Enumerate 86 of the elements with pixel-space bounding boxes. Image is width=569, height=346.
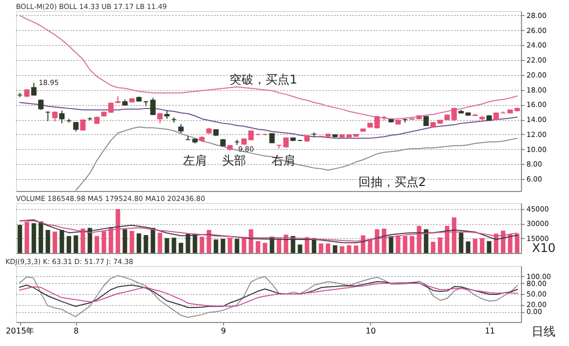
x-tick-label: 2015年: [6, 326, 34, 336]
bar: [382, 228, 386, 253]
bar: [332, 245, 338, 253]
bar: [144, 235, 148, 253]
bar: [206, 230, 212, 253]
bar: [60, 230, 64, 253]
annotation: 回抽，买点2: [358, 175, 426, 189]
line-series: [19, 275, 518, 318]
bar: [66, 236, 72, 253]
x-tick-label: 10: [366, 326, 376, 336]
bar: [186, 234, 190, 253]
bar: [262, 242, 268, 253]
bar: [374, 229, 380, 253]
bar: [402, 236, 408, 253]
annotation: 头部: [222, 153, 246, 168]
bar: [458, 232, 464, 253]
bar: [234, 238, 240, 253]
bar: [472, 238, 478, 253]
bar: [136, 233, 142, 253]
bar: [444, 226, 450, 253]
candlestick: [248, 130, 254, 141]
candlestick: [150, 97, 156, 116]
bar: [416, 226, 422, 253]
bar: [158, 232, 162, 253]
bar: [38, 222, 44, 253]
bar: [396, 235, 400, 253]
bar: [326, 243, 330, 253]
text: 日线: [532, 324, 556, 339]
x-tick-label: 9: [220, 326, 226, 336]
bar: [116, 208, 120, 253]
bar: [220, 238, 226, 253]
bar: [130, 230, 134, 253]
bar: [200, 236, 204, 253]
bar: [480, 238, 484, 253]
bar: [108, 227, 114, 253]
bar: [438, 237, 442, 253]
bar: [214, 239, 218, 253]
x-tick-label: 8: [74, 326, 79, 336]
bar: [248, 229, 254, 253]
candlestick: [31, 82, 37, 96]
line-series: [19, 14, 518, 120]
bar: [178, 242, 184, 253]
candlestick: [59, 110, 65, 124]
bar: [164, 238, 170, 253]
bar: [424, 229, 428, 253]
bar: [514, 234, 520, 253]
bar: [94, 236, 100, 253]
bar: [46, 230, 50, 253]
bar: [276, 238, 282, 253]
candlestick: [80, 119, 86, 132]
bar: [388, 236, 394, 253]
bar: [24, 222, 30, 253]
bar: [340, 246, 344, 253]
x-tick-label: 11: [484, 326, 496, 336]
candlestick: [269, 132, 275, 144]
bar: [228, 238, 232, 253]
text: X10: [532, 241, 556, 255]
bar: [52, 232, 58, 253]
bar: [466, 241, 470, 253]
annotation: 右肩: [272, 153, 296, 168]
annotation: 左肩: [182, 153, 207, 168]
candlestick: [38, 99, 44, 110]
bar: [80, 228, 86, 253]
bar: [486, 241, 492, 253]
bar: [452, 217, 456, 253]
candlestick: [423, 116, 429, 126]
bar: [354, 246, 358, 253]
bar: [88, 228, 92, 253]
bar: [312, 238, 316, 253]
bar: [368, 238, 372, 253]
bar: [256, 241, 260, 253]
bar: [298, 244, 302, 253]
bar: [102, 231, 106, 253]
bar: [172, 238, 176, 253]
bar: [32, 223, 36, 253]
bar: [18, 224, 22, 253]
bar: [122, 229, 128, 253]
bar: [410, 236, 414, 253]
bar: [318, 243, 324, 253]
bar: [150, 228, 156, 253]
bar: [430, 242, 436, 253]
annotation: 突破，买点1: [230, 72, 298, 86]
bar: [74, 235, 78, 253]
bar: [508, 234, 512, 253]
bar: [242, 238, 246, 253]
bar: [346, 245, 352, 253]
